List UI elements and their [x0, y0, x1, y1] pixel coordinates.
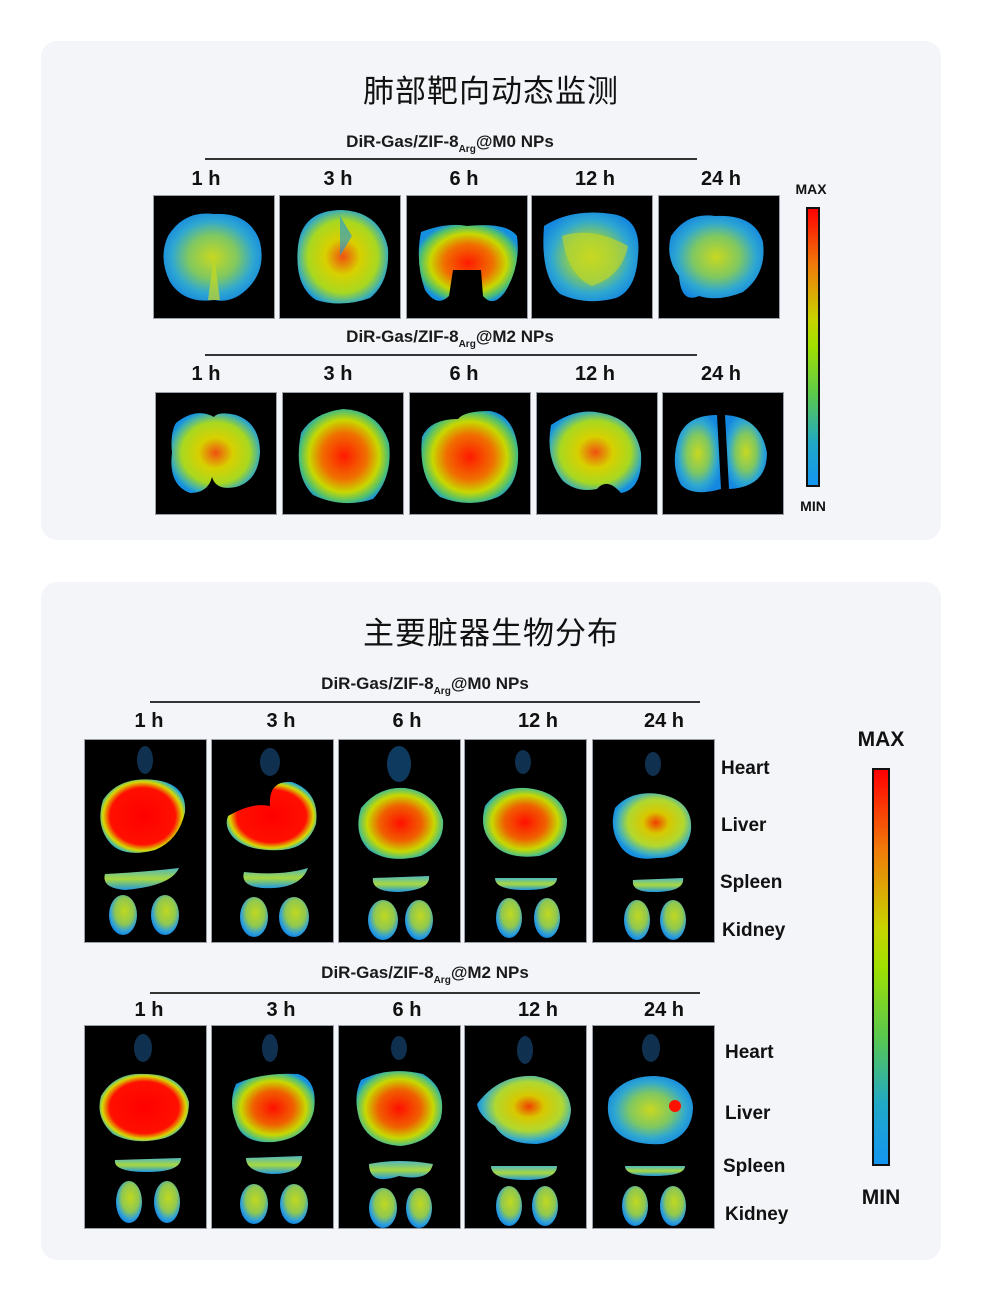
organ-image-m0-3h	[211, 739, 334, 943]
timepoint-label: 1 h	[134, 710, 164, 732]
timepoint-label: 24 h	[643, 999, 685, 1021]
organ-section-title: 主要脏器生物分布	[363, 616, 619, 652]
organ-label-spleen: Spleen	[720, 872, 783, 893]
lung-group-m0-rule	[205, 158, 697, 160]
lung-section-title: 肺部靶向动态监测	[363, 74, 619, 110]
organ-label-kidney: Kidney	[722, 920, 786, 941]
organ-label-liver: Liver	[721, 815, 767, 836]
lung-intensity-colorbar	[806, 207, 820, 487]
organ-image-m0-6h	[338, 739, 461, 943]
lung-group-m0-label: DiR-Gas/ZIF-8Arg@M0 NPs	[346, 132, 554, 155]
lung-image-m0-6h	[406, 195, 528, 319]
organ-image-m2-6h	[338, 1025, 461, 1229]
lung-image-m0-1h	[153, 195, 275, 319]
timepoint-label: 24 h	[700, 168, 742, 190]
organ-group-m2-rule	[150, 992, 700, 994]
organ-image-m0-24h	[592, 739, 715, 943]
lung-image-m0-12h	[531, 195, 653, 319]
organ-intensity-colorbar	[872, 768, 890, 1166]
timepoint-label: 24 h	[700, 363, 742, 385]
lung-image-m0-24h	[658, 195, 780, 319]
timepoint-label: 1 h	[191, 168, 221, 190]
organ-label-kidney: Kidney	[725, 1204, 789, 1225]
organ-group-m2-label: DiR-Gas/ZIF-8Arg@M2 NPs	[321, 963, 529, 986]
organ-colorbar-max-label: MAX	[857, 728, 905, 751]
organ-label-liver: Liver	[725, 1103, 771, 1124]
timepoint-label: 12 h	[517, 710, 559, 732]
timepoint-label: 12 h	[574, 363, 616, 385]
organ-image-m2-12h	[464, 1025, 587, 1229]
timepoint-label: 24 h	[643, 710, 685, 732]
lung-image-m2-24h	[662, 392, 784, 515]
timepoint-label: 3 h	[323, 168, 353, 190]
timepoint-label: 6 h	[392, 999, 422, 1021]
timepoint-label: 3 h	[323, 363, 353, 385]
organ-label-heart: Heart	[721, 758, 770, 779]
timepoint-label: 6 h	[449, 168, 479, 190]
timepoint-label: 1 h	[191, 363, 221, 385]
timepoint-label: 6 h	[449, 363, 479, 385]
timepoint-label: 12 h	[517, 999, 559, 1021]
organ-group-m0-rule	[150, 701, 700, 703]
lung-image-m2-3h	[282, 392, 404, 515]
lung-image-m0-3h	[279, 195, 401, 319]
timepoint-label: 6 h	[392, 710, 422, 732]
organ-image-m2-3h	[211, 1025, 334, 1229]
organ-colorbar-min-label: MIN	[861, 1186, 901, 1209]
lung-colorbar-min-label: MIN	[800, 498, 826, 514]
lung-group-m2-rule	[205, 354, 697, 356]
organ-image-m0-1h	[84, 739, 207, 943]
timepoint-label: 1 h	[134, 999, 164, 1021]
lung-image-m2-12h	[536, 392, 658, 515]
organ-image-m2-24h	[592, 1025, 715, 1229]
timepoint-label: 12 h	[574, 168, 616, 190]
lung-image-m2-1h	[155, 392, 277, 515]
organ-group-m0-label: DiR-Gas/ZIF-8Arg@M0 NPs	[321, 674, 529, 697]
organ-image-m0-12h	[464, 739, 587, 943]
organ-image-m2-1h	[84, 1025, 207, 1229]
organ-label-spleen: Spleen	[723, 1156, 786, 1177]
lung-group-m2-label: DiR-Gas/ZIF-8Arg@M2 NPs	[346, 327, 554, 350]
timepoint-label: 3 h	[266, 710, 296, 732]
timepoint-label: 3 h	[266, 999, 296, 1021]
lung-image-m2-6h	[409, 392, 531, 515]
organ-label-heart: Heart	[725, 1042, 774, 1063]
lung-colorbar-max-label: MAX	[795, 181, 827, 197]
